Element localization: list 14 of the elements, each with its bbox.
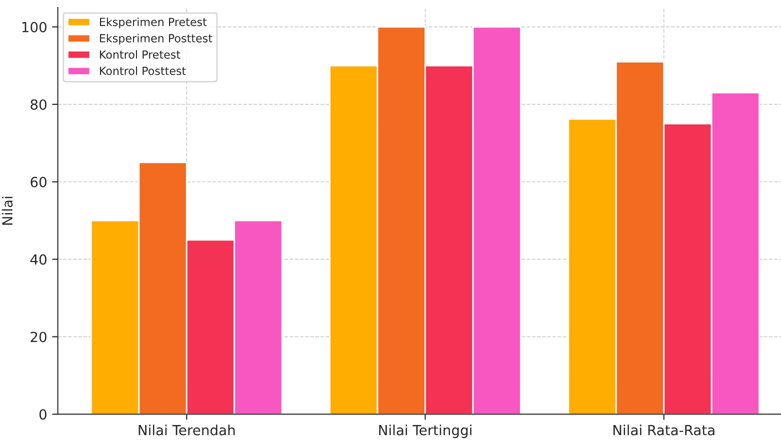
legend-label: Kontrol Posttest [100,66,186,76]
y-tick-label: 0 [39,409,46,420]
y-axis-title: Nilai [2,196,13,225]
y-tick-label: 20 [30,332,46,342]
y-tick-label: 60 [30,176,46,188]
x-tick-label: Nilai Tertinggi [379,424,472,438]
x-tick-label: Nilai Rata-Rata [613,424,714,436]
y-tick-label: 40 [30,254,46,265]
x-tick-label: Nilai Terendah [138,424,235,436]
legend-label: Eksperimen Posttest [100,34,212,45]
y-tick-label: 100 [22,22,46,32]
legend-label: Eksperimen Pretest [100,18,207,28]
y-tick-label: 80 [30,99,46,110]
legend-label: Kontrol Pretest [100,50,180,59]
